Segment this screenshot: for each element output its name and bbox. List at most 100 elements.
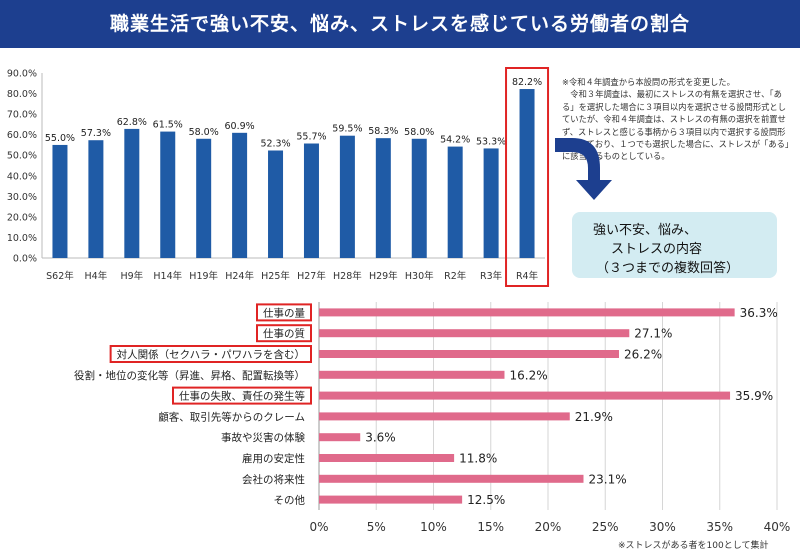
bar xyxy=(88,140,104,258)
bar xyxy=(232,132,248,258)
x-tick-label: 40% xyxy=(764,520,791,534)
bar xyxy=(319,454,455,462)
x-tick-label: H29年 xyxy=(369,270,398,282)
x-tick-label: 30% xyxy=(649,520,676,534)
category-label: 役割・地位の変化等（昇進、昇格、配置転換等） xyxy=(74,369,305,382)
bar xyxy=(339,135,355,258)
note-line: 令和３年調査は、最初にストレスの有無を選択させ、「あ xyxy=(562,89,782,100)
x-tick-label: H25年 xyxy=(261,270,290,282)
bar-value-label: 82.2% xyxy=(512,77,542,88)
y-tick-label: 80.0% xyxy=(7,89,37,100)
bar-value-label: 23.1% xyxy=(588,472,626,486)
x-tick-label: 10% xyxy=(420,520,447,534)
y-tick-label: 10.0% xyxy=(7,233,37,244)
y-tick-label: 70.0% xyxy=(7,110,37,121)
x-tick-label: 20% xyxy=(535,520,562,534)
bar-value-label: 52.3% xyxy=(260,138,290,149)
category-label: 仕事の量 xyxy=(263,306,305,319)
x-tick-label: R4年 xyxy=(516,270,539,282)
note-line: に該当するものとしている。 xyxy=(562,151,670,162)
bar-value-label: 12.5% xyxy=(467,493,505,507)
bar xyxy=(319,329,630,338)
bar xyxy=(319,495,463,504)
note-line: 式としており、１つでも選択した場合に、ストレスが「ある」 xyxy=(562,139,794,150)
highlight-box xyxy=(256,303,312,322)
highlight-box xyxy=(505,67,550,287)
note-line: る」を選択した場合に３項目以内を選択させる設問形式とし xyxy=(562,101,787,112)
highlight-box xyxy=(172,386,312,405)
x-tick-label: R3年 xyxy=(480,270,503,282)
bar xyxy=(52,144,68,258)
bar xyxy=(319,474,584,483)
x-tick-label: H24年 xyxy=(225,270,254,282)
highlight-box xyxy=(109,345,312,363)
bar-value-label: 36.3% xyxy=(740,306,778,320)
x-tick-label: 15% xyxy=(477,520,504,534)
x-tick-label: H14年 xyxy=(153,270,182,282)
bar xyxy=(447,146,463,258)
bar-value-label: 21.9% xyxy=(575,410,613,424)
bar-value-label: 62.8% xyxy=(117,117,147,128)
x-tick-label: H9年 xyxy=(120,270,143,282)
y-tick-label: 90.0% xyxy=(7,69,37,80)
x-tick-label: H4年 xyxy=(85,270,108,282)
bar-value-label: 27.1% xyxy=(634,327,672,341)
bar xyxy=(319,350,619,358)
y-tick-label: 50.0% xyxy=(7,151,37,162)
note-line: ※令和４年調査から本設問の形式を変更した。 xyxy=(562,77,735,87)
y-tick-label: 60.0% xyxy=(7,130,37,141)
x-tick-label: 5% xyxy=(367,520,386,534)
bar xyxy=(519,89,535,259)
y-tick-label: 20.0% xyxy=(7,212,37,223)
footnote: ※ストレスがある者を100として集計 xyxy=(618,541,769,551)
bar-value-label: 61.5% xyxy=(153,120,183,131)
bar-value-label: 35.9% xyxy=(735,389,773,403)
bar-value-label: 55.7% xyxy=(296,132,326,143)
bar-value-label: 11.8% xyxy=(459,452,497,466)
bar-value-label: 57.3% xyxy=(81,128,111,139)
y-tick-label: 30.0% xyxy=(7,192,37,203)
highlight-box xyxy=(256,324,312,343)
x-tick-label: H30年 xyxy=(405,270,434,282)
bar xyxy=(124,128,140,258)
bar-value-label: 59.5% xyxy=(332,124,362,135)
bar xyxy=(483,148,499,258)
x-tick-label: S62年 xyxy=(46,270,74,282)
category-label: 顧客、取引先等からのクレーム xyxy=(158,410,305,423)
bar-value-label: 58.3% xyxy=(368,126,398,137)
category-label: 仕事の質 xyxy=(263,327,305,340)
bar xyxy=(375,138,391,258)
bar xyxy=(319,308,735,317)
page-title: 職業生活で強い不安、悩み、ストレスを感じている労働者の割合 xyxy=(109,13,690,35)
bar-value-label: 26.2% xyxy=(624,348,662,362)
callout-box: 強い不安、悩み、 ストレスの内容 （３つまでの複数回答） xyxy=(572,212,777,278)
bar xyxy=(268,150,284,258)
bar-value-label: 3.6% xyxy=(365,431,396,445)
bar xyxy=(319,412,570,421)
category-label: 事故や災害の体験 xyxy=(221,431,305,444)
x-tick-label: H28年 xyxy=(333,270,362,282)
category-label: 仕事の失敗、責任の発生等 xyxy=(179,390,305,403)
bar xyxy=(319,370,505,379)
bar xyxy=(196,138,212,258)
bar-value-label: 58.0% xyxy=(404,127,434,138)
note-line: ず、ストレスと感じる事柄から３項目以内で選択する設問形 xyxy=(562,126,786,137)
bar-value-label: 54.2% xyxy=(440,135,470,146)
x-tick-label: H27年 xyxy=(297,270,326,282)
bar xyxy=(411,138,427,258)
bar xyxy=(303,143,319,258)
x-tick-label: H19年 xyxy=(189,270,218,282)
callout-line: （３つまでの複数回答） xyxy=(596,261,740,276)
x-tick-label: 0% xyxy=(309,520,328,534)
y-tick-label: 40.0% xyxy=(7,171,37,182)
bar xyxy=(319,433,361,442)
note-line: ていたが、令和４年調査は、ストレスの有無の選択を前置せ xyxy=(562,114,786,125)
bar-value-label: 55.0% xyxy=(45,133,75,144)
category-label: 対人関係（セクハラ・パワハラを含む） xyxy=(117,348,305,361)
bar xyxy=(319,391,731,400)
header-bar xyxy=(0,0,800,48)
bar-value-label: 58.0% xyxy=(189,127,219,138)
callout-line: 強い不安、悩み、 xyxy=(593,223,698,238)
bar xyxy=(160,131,176,258)
